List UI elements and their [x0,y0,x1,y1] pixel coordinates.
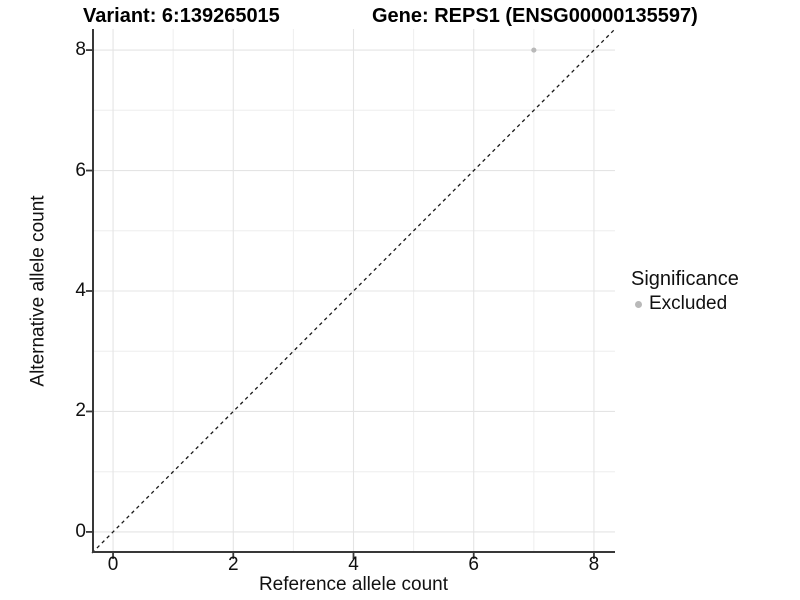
y-tick-label: 2 [75,400,86,422]
x-tick-label: 8 [588,554,600,575]
identity-dashed-line [91,29,615,554]
legend-entry: Excluded [631,293,739,315]
x-tick-label: 0 [107,554,119,575]
legend-entry-label: Excluded [649,293,728,314]
y-tick-label: 4 [75,280,86,301]
y-axis-title-box: Alternative allele count [20,29,58,553]
x-axis-title: Reference allele count [258,574,449,595]
y-tick-label: 0 [75,520,86,542]
legend: Significance Excluded [631,268,739,315]
y-tick-label: 8 [75,39,86,61]
scatter-plot-panel [86,29,615,559]
x-tick-label: 4 [348,554,359,575]
data-point [531,47,537,53]
legend-title: Significance [631,268,739,290]
x-tick-label: 6 [468,554,479,575]
legend-entries: Excluded [631,293,739,315]
legend-key-dot-icon [635,300,642,308]
variant-title: Variant: 6:139265015 [83,5,280,27]
y-tick-label: 6 [75,159,86,181]
y-axis-title: Alternative allele count [28,195,50,387]
gene-title: Gene: REPS1 (ENSG00000135597) [372,5,698,27]
x-tick-label: 2 [227,554,239,575]
